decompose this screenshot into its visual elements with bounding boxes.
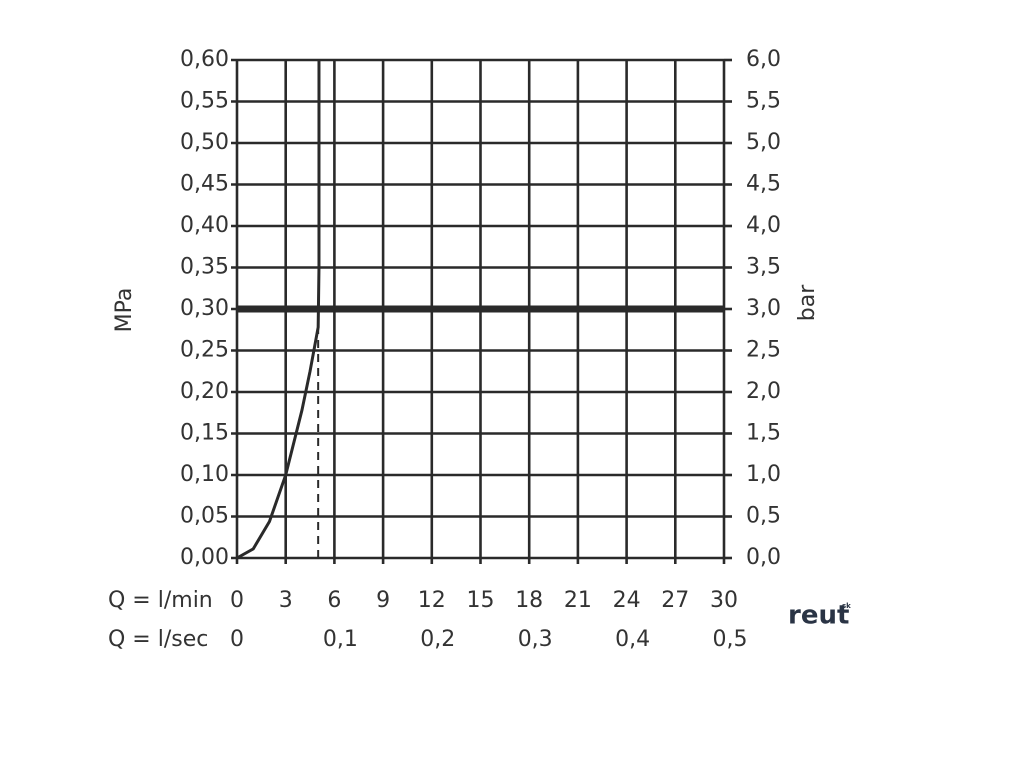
y2-tick-label: 3,5	[746, 255, 781, 280]
y2-tick-label: 2,0	[746, 379, 781, 404]
watermark-sup: sk	[842, 602, 851, 610]
x2-tick-label: 0,1	[323, 627, 358, 652]
y-tick-label: 0,55	[180, 89, 229, 114]
y2-tick-label: 5,0	[746, 130, 781, 155]
x2-axis-label: Q = l/sec	[108, 627, 208, 652]
y2-tick-label: 0,5	[746, 504, 781, 529]
x-tick-label: 0	[230, 588, 244, 613]
x-tick-label: 21	[564, 588, 592, 613]
y2-tick-label: 4,5	[746, 172, 781, 197]
y2-tick-label: 2,5	[746, 338, 781, 363]
x-tick-label: 3	[279, 588, 293, 613]
x-tick-label: 18	[515, 588, 543, 613]
y-tick-label: 0,50	[180, 130, 229, 155]
y2-tick-label: 1,0	[746, 462, 781, 487]
x2-tick-label: 0	[230, 627, 244, 652]
y-tick-label: 0,15	[180, 421, 229, 446]
x-tick-label: 27	[661, 588, 689, 613]
y2-axis-label: bar	[795, 284, 820, 321]
x-tick-label: 6	[327, 588, 341, 613]
y-tick-label: 0,20	[180, 379, 229, 404]
y-tick-label: 0,35	[180, 255, 229, 280]
y2-tick-label: 4,0	[746, 213, 781, 238]
x2-tick-label: 0,3	[518, 627, 553, 652]
x-tick-label: 12	[418, 588, 446, 613]
y-tick-label: 0,05	[180, 504, 229, 529]
y-axis-label: MPa	[112, 288, 137, 333]
y-tick-label: 0,30	[180, 296, 229, 321]
y-tick-label: 0,40	[180, 213, 229, 238]
y2-tick-label: 6,0	[746, 47, 781, 72]
y-tick-label: 0,10	[180, 462, 229, 487]
x-tick-label: 24	[613, 588, 641, 613]
x2-tick-label: 0,2	[420, 627, 455, 652]
curve	[236, 60, 321, 560]
x-tick-label: 30	[710, 588, 738, 613]
y2-tick-label: 0,0	[746, 545, 781, 570]
y2-tick-label: 3,0	[746, 296, 781, 321]
x-axis-label: Q = l/min	[108, 588, 213, 613]
x2-tick-label: 0,4	[615, 627, 650, 652]
y2-tick-label: 5,5	[746, 89, 781, 114]
x2-tick-label: 0,5	[713, 627, 748, 652]
y-tick-label: 0,00	[180, 545, 229, 570]
x-tick-label: 15	[467, 588, 495, 613]
watermark: reut	[788, 601, 849, 631]
y-tick-label: 0,25	[180, 338, 229, 363]
y-tick-label: 0,60	[180, 47, 229, 72]
y-tick-label: 0,45	[180, 172, 229, 197]
x-tick-label: 9	[376, 588, 390, 613]
y2-tick-label: 1,5	[746, 421, 781, 446]
